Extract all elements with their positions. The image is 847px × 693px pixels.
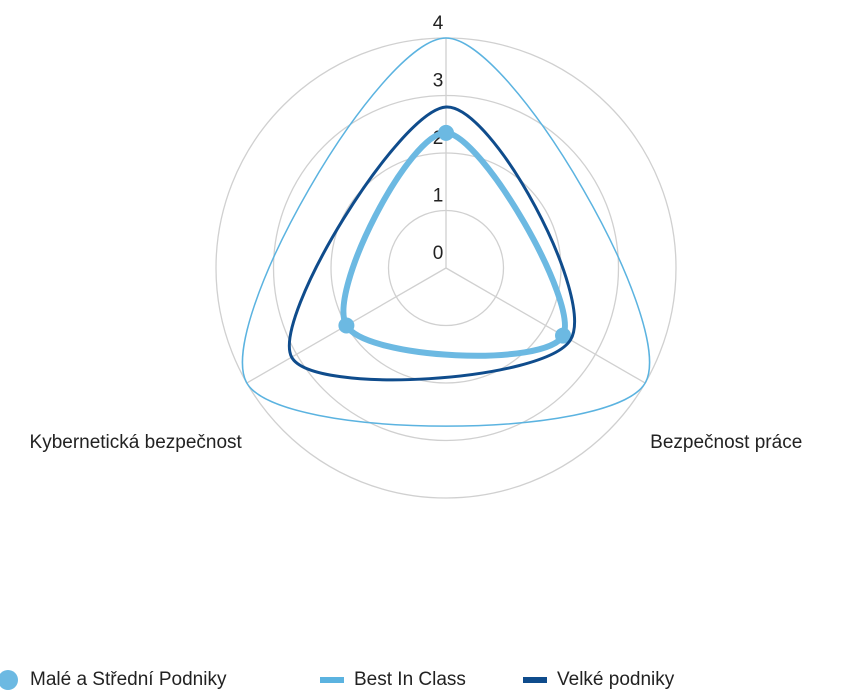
series-line <box>241 37 651 427</box>
point <box>338 317 355 334</box>
point <box>438 124 454 141</box>
series-line <box>340 129 568 359</box>
y-tick-label: 0 <box>433 243 444 264</box>
point <box>555 327 572 344</box>
category-label: Bezpečnost práce <box>650 432 802 453</box>
legend-label: Velké podniky <box>557 669 675 690</box>
legend-label: Best In Class <box>354 669 466 690</box>
legend-label: Malé a Střední Podniky <box>30 669 227 690</box>
y-tick-label: 3 <box>433 71 444 92</box>
y-tick-label: 2 <box>433 128 444 149</box>
category-label: Kybernetická bezpečnost <box>30 432 243 453</box>
y-tick-label: 4 <box>433 13 444 34</box>
series-line <box>288 105 577 382</box>
legend-marker <box>320 677 344 683</box>
legend-marker <box>0 670 18 690</box>
legend-marker <box>523 677 547 683</box>
y-tick-label: 1 <box>433 186 444 207</box>
axis-spoke <box>445 267 646 384</box>
